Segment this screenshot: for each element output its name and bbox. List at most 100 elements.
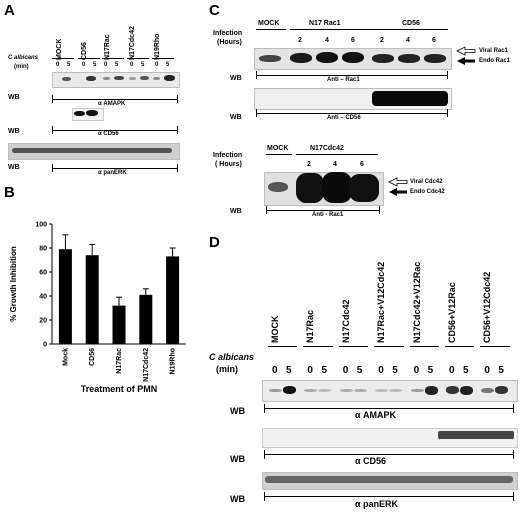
viral-rac1-label: Viral Rac1 xyxy=(479,48,508,54)
time-label: 0 xyxy=(104,62,108,68)
growth-inhibition-chart: 0 20 40 60 80 100 Mock CD56 N17Rac N17Cdc42 N19Rho… xyxy=(9,222,186,394)
band xyxy=(342,52,364,63)
wb-label: WB xyxy=(8,94,20,101)
band xyxy=(460,385,473,395)
time-label: 5 xyxy=(427,365,434,376)
tick xyxy=(264,450,265,459)
min-label: (min) xyxy=(14,64,29,70)
time-label: 0 xyxy=(378,365,384,376)
group-line xyxy=(127,58,149,59)
time-label: 2 xyxy=(380,37,384,44)
mock-label-2: MOCK xyxy=(267,145,289,152)
band xyxy=(318,388,332,392)
time-label: 0 xyxy=(342,365,349,376)
wb-label: WB xyxy=(230,208,242,215)
band xyxy=(339,388,353,392)
time-label: 5 xyxy=(392,365,398,376)
group-line xyxy=(256,29,286,30)
time-label: 5 xyxy=(166,62,170,68)
group-line xyxy=(370,29,448,30)
antibody-line xyxy=(264,454,514,455)
time-label: 4 xyxy=(406,37,410,44)
antibody-line xyxy=(52,99,178,100)
tick xyxy=(379,206,380,214)
time-label: 0 xyxy=(82,62,86,68)
band xyxy=(265,476,513,483)
band xyxy=(495,386,509,394)
group-line xyxy=(152,58,174,59)
band xyxy=(12,148,172,153)
bar xyxy=(58,249,72,344)
group-line xyxy=(296,154,378,155)
group-line xyxy=(338,346,369,347)
category-label: Mock xyxy=(62,348,69,366)
tick xyxy=(513,404,514,413)
antibody-panerk-d: α panERK xyxy=(355,499,399,509)
time-label: 2 xyxy=(298,37,302,44)
tick xyxy=(177,95,178,103)
band xyxy=(164,75,175,81)
time-label: 5 xyxy=(115,62,119,68)
antibody-line xyxy=(256,113,448,114)
group-line xyxy=(290,29,370,30)
c-albicans-label-d: C albicans xyxy=(209,352,255,362)
viral-cdc42-label: Viral Cdc42 xyxy=(410,179,443,185)
time-label: 5 xyxy=(141,62,145,68)
band xyxy=(424,385,438,395)
viral-arrow-icon xyxy=(456,46,476,65)
time-label: 0 xyxy=(155,62,159,68)
group-line xyxy=(52,58,74,59)
y-tick-label: 40 xyxy=(39,294,47,301)
band xyxy=(103,77,110,80)
band xyxy=(129,77,136,80)
category-label: N17Cdc42 xyxy=(143,348,150,382)
group-line xyxy=(409,346,439,347)
antibody-line xyxy=(266,210,380,211)
time-label: 0 xyxy=(307,365,313,376)
band xyxy=(481,387,495,393)
band xyxy=(424,54,446,63)
band xyxy=(86,110,98,116)
band xyxy=(259,55,281,62)
lane-label-1: MOCK xyxy=(270,315,280,344)
antibody-line xyxy=(52,168,178,169)
panel-label-a: A xyxy=(4,2,15,19)
time-label: 5 xyxy=(463,365,469,376)
band xyxy=(322,172,352,203)
time-label: 0 xyxy=(484,365,490,376)
bar xyxy=(166,256,180,344)
lane-label-7: CD56+V12Cdc42 xyxy=(482,271,493,343)
n17rac1-label: N17 Rac1 xyxy=(309,20,341,27)
band xyxy=(140,76,149,80)
antibody-line xyxy=(256,75,448,76)
time-label: 0 xyxy=(413,365,420,376)
viral-cdc42-arrow-icon xyxy=(388,177,408,196)
antibody-anti-rac1-2: Anti - Rac1 xyxy=(312,212,344,218)
panel-label-c: C xyxy=(209,2,220,19)
group-line xyxy=(303,346,333,347)
time-label: 5 xyxy=(356,365,363,376)
band xyxy=(353,388,367,392)
time-label: 5 xyxy=(93,62,97,68)
band xyxy=(389,388,403,392)
band xyxy=(438,431,514,439)
antibody-anti-rac1: Anti – Rac1 xyxy=(327,77,360,83)
tick xyxy=(52,126,53,134)
lane-label-n17rac: N17Rac xyxy=(104,34,111,60)
n17cdc42-label: N17Cdc42 xyxy=(310,145,344,152)
tick xyxy=(256,71,257,79)
group-line xyxy=(480,346,510,347)
lane-label-5: N17Cdc42+V12Rac xyxy=(411,261,422,343)
y-tick-label: 80 xyxy=(39,246,47,253)
category-label: N17Rac xyxy=(116,348,123,374)
band xyxy=(114,76,124,80)
time-label: 6 xyxy=(360,161,364,168)
time-label: 0 xyxy=(56,62,60,68)
time-label: 6 xyxy=(432,37,436,44)
infection-label-2: Infection xyxy=(213,152,243,159)
wb-label: WB xyxy=(230,494,245,504)
time-label: 5 xyxy=(498,365,504,376)
wb-label: WB xyxy=(230,114,242,121)
min-label-d: (min) xyxy=(216,364,238,374)
time-label: 2 xyxy=(307,161,311,168)
